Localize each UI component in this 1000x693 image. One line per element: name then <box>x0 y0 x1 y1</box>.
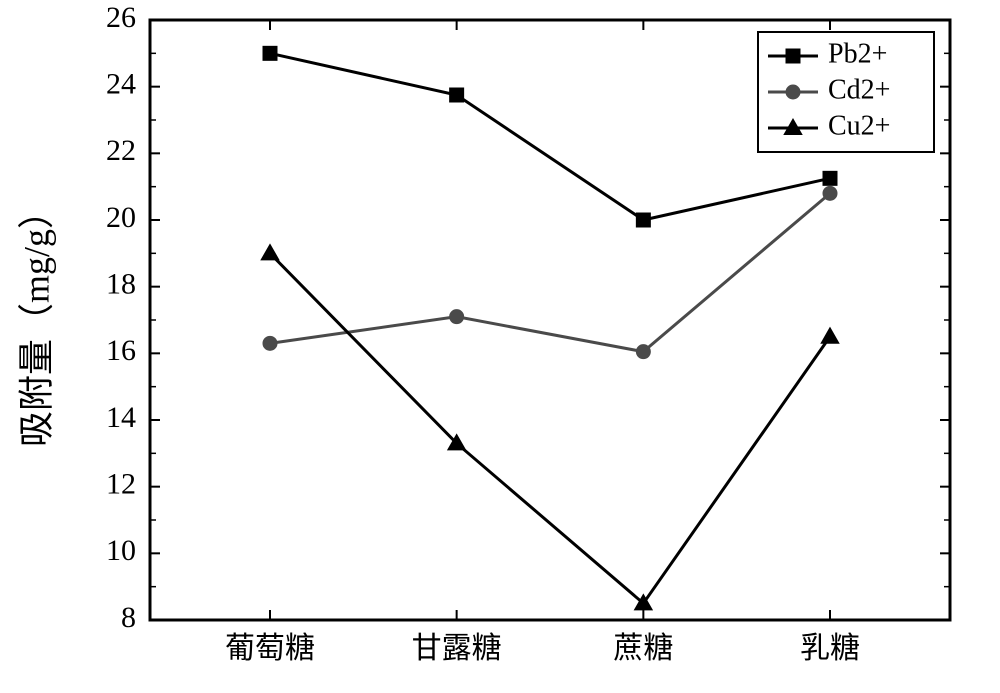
y-tick-label: 18 <box>106 268 136 301</box>
y-tick-label: 26 <box>106 1 136 34</box>
marker-Cd2+ <box>450 310 464 324</box>
marker-Pb2+ <box>823 171 837 185</box>
y-tick-label: 12 <box>106 468 136 501</box>
marker-Pb2+ <box>450 88 464 102</box>
marker-Pb2+ <box>636 213 650 227</box>
y-tick-label: 20 <box>106 201 136 234</box>
legend-marker-Cd2+ <box>786 85 800 99</box>
marker-Cd2+ <box>823 186 837 200</box>
legend-label-Cu2+: Cu2+ <box>828 110 890 141</box>
y-tick-label: 14 <box>106 401 136 434</box>
marker-Cd2+ <box>636 345 650 359</box>
y-tick-label: 16 <box>106 334 136 367</box>
y-axis-label: 吸附量（mg/g） <box>16 193 56 447</box>
chart-svg: 8 10 12 14 16 18 20 22 24 26 吸附量（mg/g） 葡萄糖 甘露糖 蔗糖 乳糖 Pb… <box>0 0 1000 693</box>
marker-Cd2+ <box>263 336 277 350</box>
chart-container: 8 10 12 14 16 18 20 22 24 26 吸附量（mg/g） 葡萄糖 甘露糖 蔗糖 乳糖 Pb… <box>0 0 1000 693</box>
legend-label-Cd2+: Cd2+ <box>828 74 890 105</box>
legend-marker-Pb2+ <box>786 49 800 63</box>
x-tick-label: 甘露糖 <box>412 632 502 665</box>
x-tick-label: 蔗糖 <box>613 632 673 665</box>
y-tick-label: 24 <box>106 68 136 101</box>
legend-label-Pb2+: Pb2+ <box>828 38 887 69</box>
y-tick-label: 22 <box>106 134 136 167</box>
x-tick-label: 葡萄糖 <box>225 632 315 665</box>
y-tick-label: 10 <box>106 534 136 567</box>
y-tick-label: 8 <box>121 601 136 634</box>
x-tick-label: 乳糖 <box>800 632 860 665</box>
marker-Pb2+ <box>263 46 277 60</box>
